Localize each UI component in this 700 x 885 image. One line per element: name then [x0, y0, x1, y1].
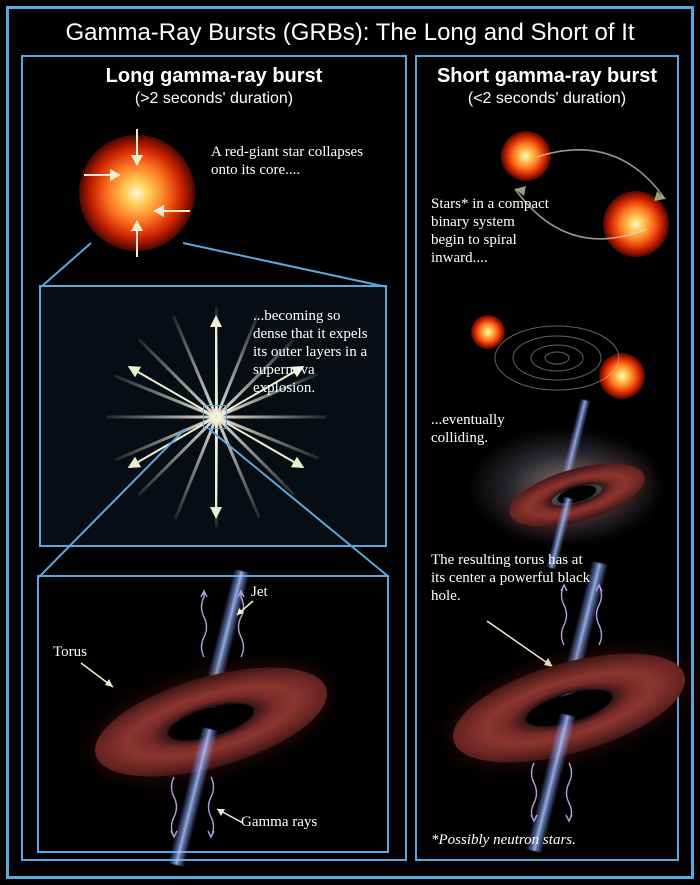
supernova-box: ...becoming so dense that it expels its … — [39, 285, 387, 547]
long-panel-title: Long gamma-ray burst — [23, 65, 405, 88]
collapse-arrow — [136, 129, 138, 165]
short-grb-panel: Short gamma-ray burst (<2 seconds' durat… — [415, 55, 679, 861]
main-title: Gamma-Ray Bursts (GRBs): The Long and Sh… — [9, 9, 691, 55]
label-arrow-icon — [235, 599, 255, 619]
spiral-orbit-icon — [487, 313, 627, 403]
gamma-ray-icon — [169, 773, 219, 843]
gamma-ray-icon — [559, 577, 607, 655]
caption-collapse: A red-giant star collapses onto its core… — [211, 143, 381, 179]
panels-container: Long gamma-ray burst (>2 seconds' durati… — [9, 55, 691, 873]
torus-box: Jet Torus Gamma rays — [37, 575, 389, 853]
collision-torus-scene — [489, 437, 669, 557]
short-panel-subtitle: (<2 seconds' duration) — [417, 90, 677, 108]
long-panel-subtitle: (>2 seconds' duration) — [23, 90, 405, 108]
torus-scene-right — [407, 567, 697, 847]
supernova-core-box — [203, 405, 227, 429]
label-arrow-icon — [213, 805, 245, 829]
collapse-arrow — [136, 221, 138, 257]
caption-binary: Stars* in a compact binary system begin … — [431, 195, 551, 267]
long-grb-panel: Long gamma-ray burst (>2 seconds' durati… — [21, 55, 407, 861]
torus-scene-left — [39, 577, 389, 877]
short-panel-title: Short gamma-ray burst — [417, 65, 677, 88]
label-torus: Torus — [53, 643, 87, 661]
caption-supernova: ...becoming so dense that it expels its … — [253, 307, 373, 397]
collapse-arrow — [84, 174, 120, 176]
footnote: *Possibly neutron stars. — [431, 832, 576, 849]
collapse-arrow — [154, 210, 190, 212]
label-arrow-icon — [79, 661, 119, 693]
main-frame: Gamma-Ray Bursts (GRBs): The Long and Sh… — [6, 6, 694, 879]
label-gamma: Gamma rays — [241, 813, 317, 831]
gamma-ray-icon — [529, 759, 577, 827]
